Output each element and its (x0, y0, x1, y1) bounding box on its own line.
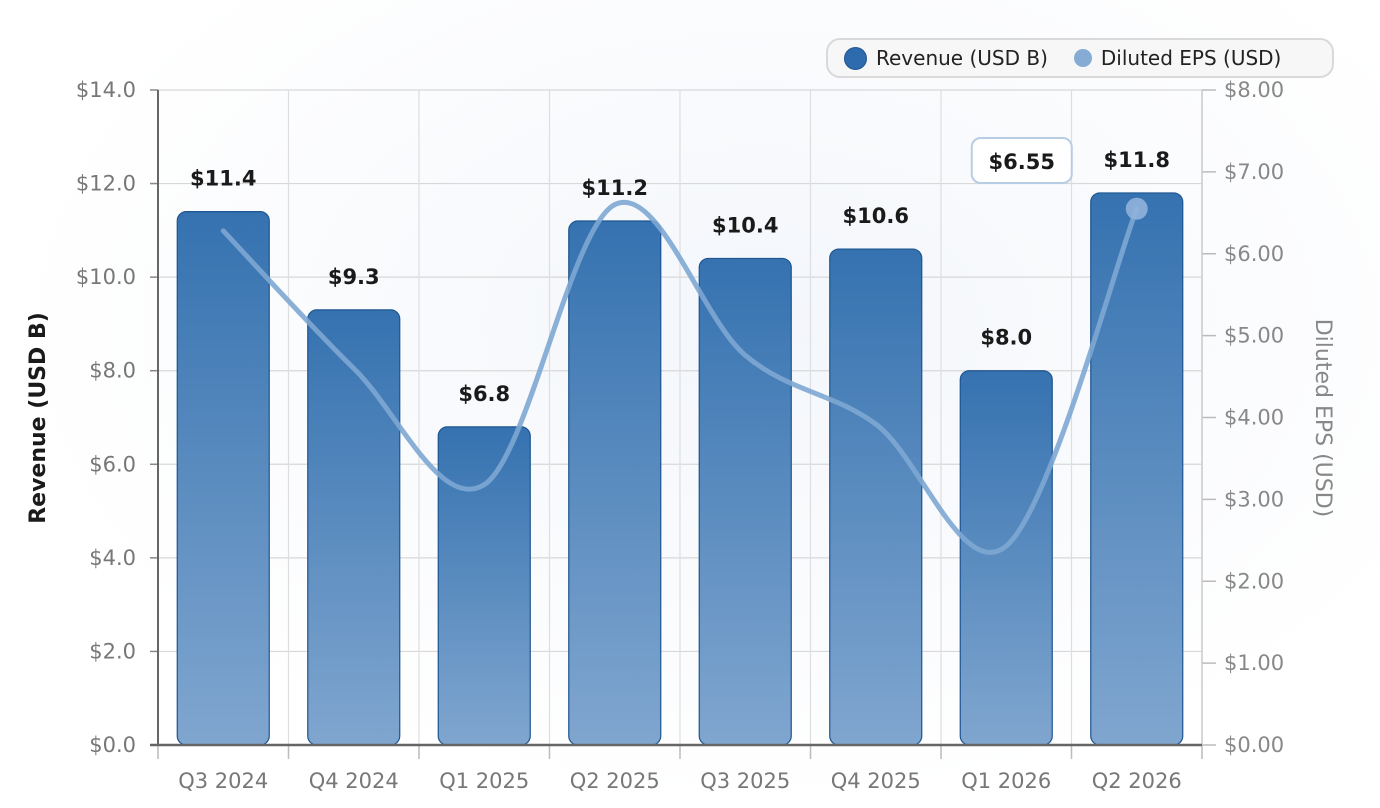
eps-line (220, 199, 1140, 555)
axes: $0.0 $2.0 $4.0 $6.0 $8.0 $10.0 $12.0 $14.0 $0.00… (26, 78, 1335, 793)
y-left-tick-label: $4.0 (89, 546, 136, 570)
y-left-tick-label: $10.0 (76, 265, 136, 289)
y-left-tick-label: $0.0 (89, 733, 136, 757)
bar-value-label: $8.0 (980, 326, 1032, 350)
bar-revenue (698, 257, 792, 746)
y-right-tick-label: $8.00 (1224, 78, 1284, 102)
y-right-tick-label: $3.00 (1224, 487, 1284, 511)
data-labels: $11.4 $9.3 $6.8 $11.2 $10.4 $10.6 $8.0 $11.8 $6.… (190, 137, 1170, 406)
y-left-tick-label: $6.0 (89, 452, 136, 476)
legend-item-eps[interactable]: Diluted EPS (USD) (1073, 46, 1282, 70)
y-right-tick-label: $5.00 (1224, 324, 1284, 348)
bar-value-label: $10.6 (843, 204, 909, 228)
x-tick-label: Q3 2025 (700, 769, 790, 793)
y-left-tick-label: $14.0 (76, 78, 136, 102)
bar-revenue (307, 309, 401, 746)
y-left-axis-title: Revenue (USD B) (26, 312, 51, 524)
y-left-tick-label: $12.0 (76, 172, 136, 196)
bar-value-label: $10.4 (712, 213, 778, 237)
eps-line-layer (220, 197, 1148, 555)
bar-revenue (437, 426, 531, 746)
x-tick-label: Q1 2026 (961, 769, 1051, 793)
eps-annotation-box (970, 137, 1073, 184)
x-tick-label: Q4 2025 (831, 769, 921, 793)
y-left-tick-label: $8.0 (89, 359, 136, 383)
y-right-tick-label: $0.00 (1224, 733, 1284, 757)
bar-value-label: $6.8 (458, 382, 510, 406)
legend-label-revenue: Revenue (USD B) (876, 46, 1048, 70)
bar-revenue (1090, 192, 1184, 746)
bar-value-label: $9.3 (328, 265, 380, 289)
x-tick-label: Q2 2026 (1092, 769, 1182, 793)
y-right-tick-label: $1.00 (1224, 651, 1284, 675)
y-right-tick-label: $4.00 (1224, 406, 1284, 430)
legend-label-eps: Diluted EPS (USD) (1100, 46, 1282, 70)
y-right-tick-label: $6.00 (1224, 242, 1284, 266)
y-right-axis-title: Diluted EPS (USD) (1310, 319, 1335, 518)
bar-value-label: $11.2 (582, 176, 648, 200)
legend-swatch-revenue (844, 46, 867, 70)
legend-item-revenue[interactable]: Revenue (USD B) (844, 46, 1048, 70)
x-tick-label: Q2 2025 (570, 769, 660, 793)
x-tick-label: Q4 2024 (309, 769, 399, 793)
x-tick-label: Q1 2025 (439, 769, 529, 793)
x-tick-label: Q3 2024 (178, 769, 268, 793)
bar-revenue (829, 248, 923, 746)
bar-value-label: $11.8 (1104, 148, 1170, 172)
eps-marker (1125, 197, 1148, 220)
y-right-tick-label: $2.00 (1224, 569, 1284, 593)
y-right-tick-label: $7.00 (1224, 160, 1284, 184)
bar-revenue (176, 211, 270, 746)
eps-annotation-label: $6.55 (989, 150, 1055, 174)
legend: Revenue (USD B) Diluted EPS (USD) (826, 38, 1334, 78)
bar-value-label: $11.4 (190, 167, 256, 191)
y-left-tick-label: $2.0 (89, 639, 136, 663)
grid (157, 89, 1203, 746)
bar-revenue (959, 370, 1053, 746)
bar-revenue (568, 220, 662, 746)
legend-swatch-eps (1073, 49, 1092, 67)
